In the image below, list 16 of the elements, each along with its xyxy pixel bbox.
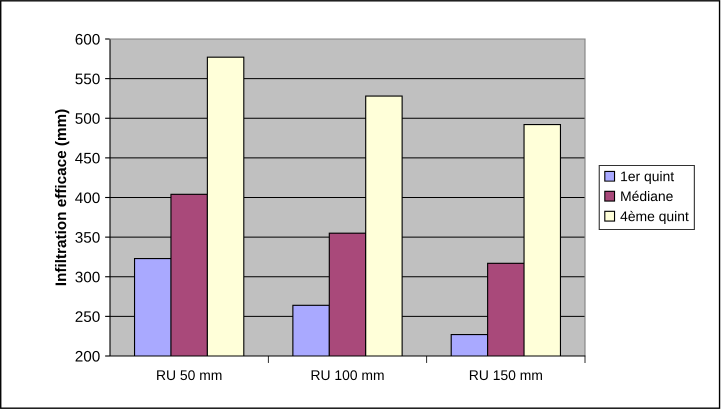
y-tick-label: 350 [75,232,100,243]
legend-label: 1er quint [621,171,674,184]
y-tick-label: 500 [75,113,100,124]
x-tick-label: RU 150 mm [470,370,542,380]
y-tick-label: 200 [76,350,100,362]
x-tick-label: RU 100 mm [312,370,384,380]
legend-label: 4ème quint [620,210,689,224]
y-tick-label: 600 [76,34,100,45]
y-axis-title: Infiltration efficace (mm) [54,110,70,286]
x-tick-label: RU 50 mm [157,370,222,380]
y-tick-label: 450 [75,152,100,164]
legend-label: Médiane [621,190,673,202]
y-tick-label: 250 [76,311,100,322]
y-tick-label: 550 [75,73,100,84]
y-tick-label: 400 [75,192,100,204]
y-tick-label: 300 [75,272,100,282]
